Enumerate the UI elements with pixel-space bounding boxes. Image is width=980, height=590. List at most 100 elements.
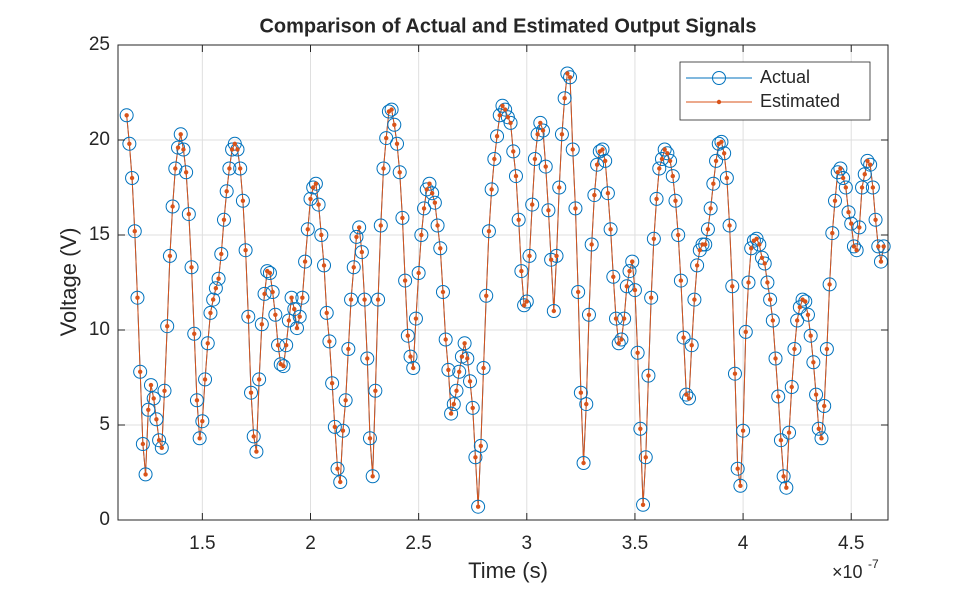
data-point xyxy=(641,368,656,383)
data-point xyxy=(473,455,478,460)
data-point xyxy=(736,423,751,438)
data-point xyxy=(776,394,781,399)
data-point xyxy=(298,254,313,269)
data-point xyxy=(165,199,180,214)
data-point xyxy=(619,279,634,294)
data-point xyxy=(457,336,472,351)
data-point xyxy=(811,360,816,365)
data-point xyxy=(587,188,602,203)
data-point xyxy=(521,303,527,308)
data-point xyxy=(695,237,710,252)
data-point xyxy=(354,234,359,240)
data-point xyxy=(438,246,443,251)
data-point xyxy=(365,469,380,484)
data-point xyxy=(267,270,273,276)
data-point xyxy=(210,297,216,302)
data-point xyxy=(840,175,846,181)
data-point xyxy=(803,299,808,304)
data-point xyxy=(173,166,178,171)
data-point xyxy=(498,102,513,117)
data-point xyxy=(870,185,876,190)
data-point xyxy=(332,424,338,430)
data-point xyxy=(762,261,767,266)
x-tick-label: 3 xyxy=(522,533,533,554)
data-point xyxy=(462,341,467,346)
data-point xyxy=(446,367,451,373)
data-point xyxy=(646,373,651,378)
x-tick-label: 4 xyxy=(738,533,749,554)
data-point xyxy=(657,142,672,157)
data-point xyxy=(517,298,532,313)
data-point xyxy=(782,425,797,440)
data-point xyxy=(613,316,619,321)
data-point xyxy=(573,206,578,211)
data-point xyxy=(852,220,867,235)
data-point xyxy=(649,191,664,206)
data-point xyxy=(175,145,181,150)
data-point xyxy=(665,151,670,156)
data-point xyxy=(400,328,415,343)
data-point xyxy=(600,147,605,152)
data-point xyxy=(387,117,402,132)
data-point xyxy=(855,180,870,195)
data-point xyxy=(554,253,559,259)
data-point xyxy=(511,212,526,227)
data-point xyxy=(252,372,267,387)
data-point xyxy=(624,284,630,289)
data-point xyxy=(130,290,145,305)
data-point xyxy=(862,172,867,177)
data-point xyxy=(811,421,826,436)
data-point xyxy=(257,286,272,301)
data-point xyxy=(541,203,556,218)
data-point xyxy=(760,275,775,290)
data-point xyxy=(235,193,250,208)
data-point xyxy=(725,279,740,294)
data-point xyxy=(808,333,813,338)
data-point xyxy=(273,312,278,317)
data-point xyxy=(219,251,224,257)
data-point xyxy=(860,153,875,168)
data-point xyxy=(327,339,332,344)
legend-label: Actual xyxy=(760,67,810,87)
data-point xyxy=(357,292,372,307)
data-point xyxy=(805,312,811,317)
data-point xyxy=(143,378,158,393)
data-point xyxy=(778,438,784,443)
data-point xyxy=(240,198,246,203)
data-point xyxy=(489,187,494,192)
data-point xyxy=(611,274,616,279)
data-point xyxy=(478,443,484,449)
data-point xyxy=(397,170,402,175)
data-point xyxy=(184,260,199,275)
data-point xyxy=(168,161,183,176)
data-point xyxy=(192,331,197,336)
data-point xyxy=(251,434,256,439)
y-axis-label: Voltage (V) xyxy=(56,228,81,337)
data-point xyxy=(335,466,340,471)
data-point xyxy=(505,115,511,120)
data-point xyxy=(711,181,716,186)
data-point xyxy=(786,430,792,435)
data-point xyxy=(200,419,205,424)
data-point xyxy=(181,207,196,222)
data-point xyxy=(124,113,129,118)
data-point xyxy=(625,254,640,269)
data-point xyxy=(519,268,524,274)
data-point xyxy=(316,202,321,207)
data-point xyxy=(809,387,824,402)
data-point xyxy=(652,161,667,176)
data-point xyxy=(475,504,481,509)
data-point xyxy=(765,280,770,285)
data-point xyxy=(411,365,416,371)
data-point xyxy=(738,483,743,488)
data-point xyxy=(570,147,575,152)
data-point xyxy=(800,307,815,322)
data-point xyxy=(232,141,237,146)
data-point xyxy=(821,403,827,409)
data-point xyxy=(173,127,188,142)
data-point xyxy=(189,265,194,270)
data-point xyxy=(611,336,626,351)
data-point xyxy=(727,223,732,228)
data-point xyxy=(854,248,859,253)
data-point xyxy=(444,406,459,421)
